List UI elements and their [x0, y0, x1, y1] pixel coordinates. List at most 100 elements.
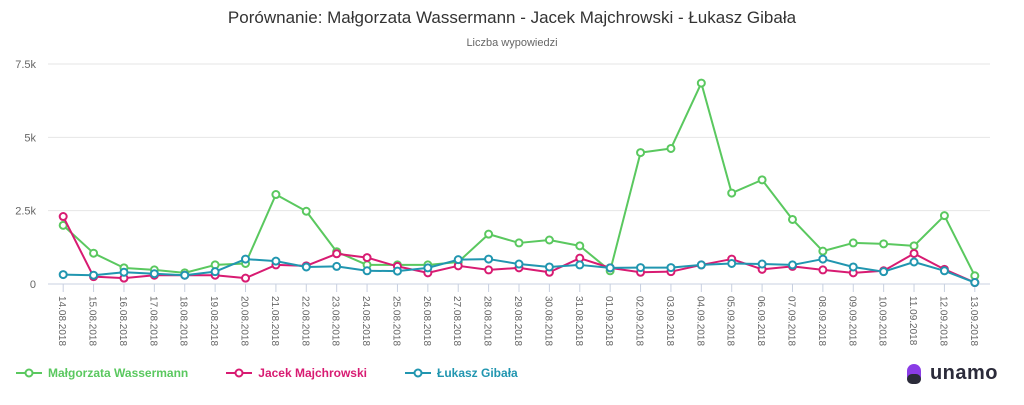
data-point[interactable] [210, 267, 220, 277]
y-tick-label: 0 [30, 279, 36, 291]
x-tick-label: 30.08.2018 [542, 296, 553, 346]
x-tick-label: 11.09.2018 [907, 296, 918, 346]
data-point[interactable] [939, 266, 949, 276]
x-tick-label: 22.08.2018 [299, 296, 310, 346]
x-tick-label: 21.08.2018 [269, 296, 280, 346]
data-point[interactable] [879, 239, 889, 249]
data-point[interactable] [301, 206, 311, 216]
data-point[interactable] [453, 255, 463, 265]
legend-symbol-1 [226, 368, 253, 378]
data-point[interactable] [58, 212, 68, 222]
data-point[interactable] [970, 278, 980, 288]
x-tick-label: 06.09.2018 [755, 296, 766, 346]
y-axis: 0 2.5k 5k 7.5k [15, 59, 36, 291]
legend: Małgorzata Wassermann Jacek Majchrowski … [16, 366, 518, 380]
series-1 [58, 212, 980, 288]
x-tick-label: 09.09.2018 [846, 296, 857, 346]
x-tick-label: 02.09.2018 [634, 296, 645, 346]
data-point[interactable] [605, 263, 615, 273]
data-point[interactable] [818, 265, 828, 275]
data-point[interactable] [848, 238, 858, 248]
data-point[interactable] [544, 235, 554, 245]
data-point[interactable] [271, 190, 281, 200]
data-point[interactable] [909, 257, 919, 267]
data-point[interactable] [848, 262, 858, 272]
data-point[interactable] [514, 238, 524, 248]
data-point[interactable] [271, 256, 281, 266]
legend-item-1[interactable]: Jacek Majchrowski [226, 366, 367, 380]
data-point[interactable] [909, 241, 919, 251]
brand-name: unamo [929, 362, 998, 384]
x-tick-label: 12.09.2018 [937, 296, 948, 346]
data-point[interactable] [909, 248, 919, 258]
data-point[interactable] [696, 78, 706, 88]
data-point[interactable] [696, 260, 706, 270]
data-point[interactable] [89, 270, 99, 280]
x-tick-label: 05.09.2018 [725, 296, 736, 346]
data-point[interactable] [241, 254, 251, 264]
legend-item-0[interactable]: Małgorzata Wassermann [16, 366, 188, 380]
x-tick-label: 26.08.2018 [421, 296, 432, 346]
brand-logo: unamo [906, 362, 998, 385]
x-tick-label: 16.08.2018 [117, 296, 128, 346]
data-point[interactable] [89, 248, 99, 258]
data-point[interactable] [666, 143, 676, 153]
data-point[interactable] [119, 267, 129, 277]
x-tick-label: 01.09.2018 [603, 296, 614, 346]
data-point[interactable] [787, 214, 797, 224]
data-point[interactable] [727, 258, 737, 268]
data-point[interactable] [727, 188, 737, 198]
data-point[interactable] [149, 269, 159, 279]
data-point[interactable] [757, 175, 767, 185]
data-point[interactable] [787, 260, 797, 270]
data-point[interactable] [818, 246, 828, 256]
series-layer [58, 78, 980, 288]
data-point[interactable] [301, 262, 311, 272]
x-tick-label: 15.08.2018 [87, 296, 98, 346]
data-point[interactable] [484, 254, 494, 264]
x-tick-label: 20.08.2018 [239, 296, 250, 346]
data-point[interactable] [332, 249, 342, 259]
data-point[interactable] [575, 241, 585, 251]
legend-item-2[interactable]: Łukasz Gibała [405, 366, 518, 380]
x-tick-label: 29.08.2018 [512, 296, 523, 346]
x-tick-label: 07.09.2018 [785, 296, 796, 346]
data-point[interactable] [636, 263, 646, 273]
data-point[interactable] [241, 273, 251, 283]
data-point[interactable] [544, 262, 554, 272]
x-tick-label: 25.08.2018 [390, 296, 401, 346]
legend-symbol-2 [405, 368, 431, 378]
x-tick-label: 24.08.2018 [360, 296, 371, 346]
data-point[interactable] [666, 263, 676, 273]
data-point[interactable] [636, 148, 646, 158]
x-axis: 14.08.2018 15.08.2018 16.08.2018 17.08.2018… [56, 284, 979, 346]
data-point[interactable] [939, 211, 949, 221]
data-point[interactable] [58, 270, 68, 280]
x-tick-label: 17.08.2018 [147, 296, 158, 346]
grid-lines [48, 63, 990, 285]
data-point[interactable] [392, 266, 402, 276]
data-point[interactable] [423, 263, 433, 273]
data-point[interactable] [362, 253, 372, 263]
chart-subtitle: Liczba wypowiedzi [466, 37, 558, 49]
x-tick-label: 27.08.2018 [451, 296, 462, 346]
data-point[interactable] [575, 260, 585, 270]
x-tick-label: 08.09.2018 [816, 296, 827, 346]
x-tick-label: 14.08.2018 [56, 296, 67, 346]
data-point[interactable] [514, 259, 524, 269]
chart-title: Porównanie: Małgorzata Wassermann - Jace… [227, 8, 797, 27]
data-point[interactable] [180, 270, 190, 280]
data-point[interactable] [818, 254, 828, 264]
line-chart: 0 2.5k 5k 7.5k 14.08.2018 15.08.2018 16.08.20… [15, 59, 990, 346]
x-tick-label: 13.09.2018 [968, 296, 979, 346]
data-point[interactable] [484, 265, 494, 275]
data-point[interactable] [484, 229, 494, 239]
x-tick-label: 31.08.2018 [573, 296, 584, 346]
data-point[interactable] [332, 261, 342, 271]
data-point[interactable] [757, 259, 767, 269]
x-tick-label: 03.09.2018 [664, 296, 675, 346]
series-2 [58, 254, 980, 288]
data-point[interactable] [879, 267, 889, 277]
legend-symbol-0 [16, 368, 42, 378]
data-point[interactable] [362, 266, 372, 276]
